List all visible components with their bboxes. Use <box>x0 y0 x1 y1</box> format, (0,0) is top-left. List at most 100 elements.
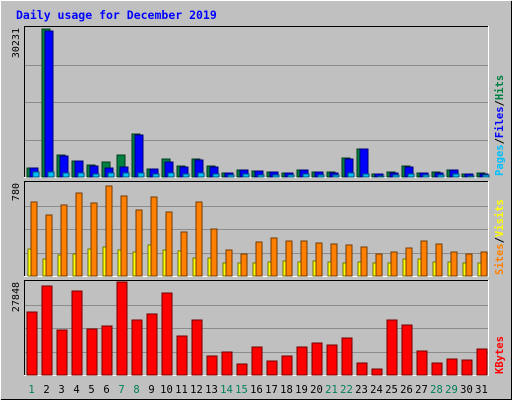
bar-sites-day-19 <box>300 240 308 277</box>
bar-kbytes-day-13 <box>206 355 218 376</box>
x-tick-label-17: 17 <box>265 384 278 396</box>
y-axis-max-label: 27848 <box>11 282 22 312</box>
plot-shadow-edge <box>24 181 489 277</box>
bar-sites-day-23 <box>360 246 368 277</box>
bar-pages-day-30 <box>467 175 475 178</box>
bar-pages-day-1 <box>32 171 40 178</box>
x-tick-label-4: 4 <box>73 384 79 396</box>
bar-kbytes-day-8 <box>131 319 143 376</box>
bar-sites-day-12 <box>195 201 203 277</box>
x-tick-label-8: 8 <box>133 384 139 396</box>
bar-sites-day-2 <box>45 214 53 277</box>
bar-pages-day-27 <box>422 174 430 178</box>
bar-kbytes-day-18 <box>281 355 293 376</box>
bar-pages-day-6 <box>107 172 115 178</box>
bar-sites-day-4 <box>75 192 83 277</box>
bar-kbytes-day-12 <box>191 319 203 376</box>
x-tick-label-31: 31 <box>475 384 488 396</box>
bar-pages-day-29 <box>452 173 460 178</box>
x-tick-label-18: 18 <box>280 384 293 396</box>
bar-kbytes-day-4 <box>71 290 83 376</box>
y-axis-max-label: 30231 <box>11 28 22 58</box>
bar-kbytes-day-29 <box>446 358 458 376</box>
bar-sites-day-14 <box>225 249 233 277</box>
bar-files-day-2 <box>44 30 54 178</box>
x-tick-label-3: 3 <box>58 384 64 396</box>
bar-kbytes-day-24 <box>371 368 383 376</box>
bar-kbytes-day-28 <box>431 362 443 376</box>
bar-kbytes-day-27 <box>416 350 428 376</box>
bar-sites-day-27 <box>420 240 428 277</box>
x-tick-label-15: 15 <box>235 384 248 396</box>
bar-sites-day-20 <box>315 242 323 277</box>
bar-kbytes-day-19 <box>296 346 308 376</box>
bar-sites-day-29 <box>450 251 458 277</box>
legend-entry: Sites <box>494 243 506 275</box>
bar-kbytes-day-7 <box>116 281 128 376</box>
x-tick-label-10: 10 <box>160 384 173 396</box>
bar-kbytes-day-31 <box>476 348 488 376</box>
bar-kbytes-day-20 <box>311 342 323 376</box>
bar-pages-day-11 <box>182 173 190 178</box>
bar-sites-day-7 <box>120 195 128 277</box>
bar-sites-day-9 <box>150 196 158 277</box>
bar-sites-day-30 <box>465 253 473 277</box>
bar-kbytes-day-26 <box>401 324 413 376</box>
y-axis-legend-label: KBytes <box>494 336 506 374</box>
bar-files-day-23 <box>359 148 369 178</box>
bar-kbytes-day-25 <box>386 319 398 376</box>
bar-pages-day-15 <box>242 173 250 178</box>
bar-sites-day-15 <box>240 253 248 277</box>
legend-entry: Hits <box>494 75 506 100</box>
bar-sites-day-10 <box>165 211 173 277</box>
bar-pages-day-16 <box>257 174 265 178</box>
x-tick-label-30: 30 <box>460 384 473 396</box>
bar-sites-day-24 <box>375 253 383 277</box>
legend-entry: Visits <box>494 199 506 237</box>
bar-kbytes-day-9 <box>146 313 158 376</box>
bar-sites-day-21 <box>330 243 338 277</box>
bar-sites-day-6 <box>105 185 113 277</box>
bar-pages-day-14 <box>227 174 235 178</box>
x-tick-label-5: 5 <box>88 384 94 396</box>
bar-kbytes-day-5 <box>86 328 98 376</box>
bar-kbytes-day-14 <box>221 351 233 376</box>
bar-pages-day-28 <box>437 174 445 178</box>
bar-pages-day-8 <box>137 172 145 178</box>
bar-kbytes-day-15 <box>236 363 248 376</box>
bar-sites-day-22 <box>345 244 353 277</box>
bar-kbytes-day-17 <box>266 360 278 376</box>
chart-panels: 30231Pages/Files/Hits780Sites/Visits2784… <box>11 26 506 376</box>
bar-kbytes-day-2 <box>41 285 53 376</box>
legend-entry: Files <box>494 106 506 138</box>
x-tick-label-20: 20 <box>310 384 323 396</box>
plot-shadow-edge <box>24 26 489 178</box>
bar-sites-day-17 <box>270 237 278 277</box>
bar-pages-day-18 <box>287 174 295 178</box>
bar-kbytes-day-10 <box>161 292 173 376</box>
bar-pages-day-13 <box>212 173 220 178</box>
bar-pages-day-25 <box>392 174 400 178</box>
bar-sites-day-25 <box>390 251 398 277</box>
x-tick-label-1: 1 <box>28 384 34 396</box>
bar-pages-day-24 <box>377 175 385 178</box>
bar-sites-day-18 <box>285 240 293 277</box>
bar-sites-day-1 <box>30 201 38 277</box>
bar-pages-day-5 <box>92 173 100 178</box>
x-tick-label-25: 25 <box>385 384 398 396</box>
bar-pages-day-21 <box>332 174 340 178</box>
bar-sites-day-11 <box>180 231 188 277</box>
bar-pages-day-19 <box>302 173 310 178</box>
x-tick-label-19: 19 <box>295 384 308 396</box>
bar-kbytes-day-16 <box>251 346 263 376</box>
x-tick-label-22: 22 <box>340 384 353 396</box>
bar-pages-day-9 <box>152 173 160 178</box>
x-tick-label-21: 21 <box>325 384 338 396</box>
plot-shadow-edge <box>24 280 489 376</box>
x-tick-label-9: 9 <box>148 384 154 396</box>
x-tick-label-12: 12 <box>190 384 203 396</box>
x-tick-label-13: 13 <box>205 384 218 396</box>
